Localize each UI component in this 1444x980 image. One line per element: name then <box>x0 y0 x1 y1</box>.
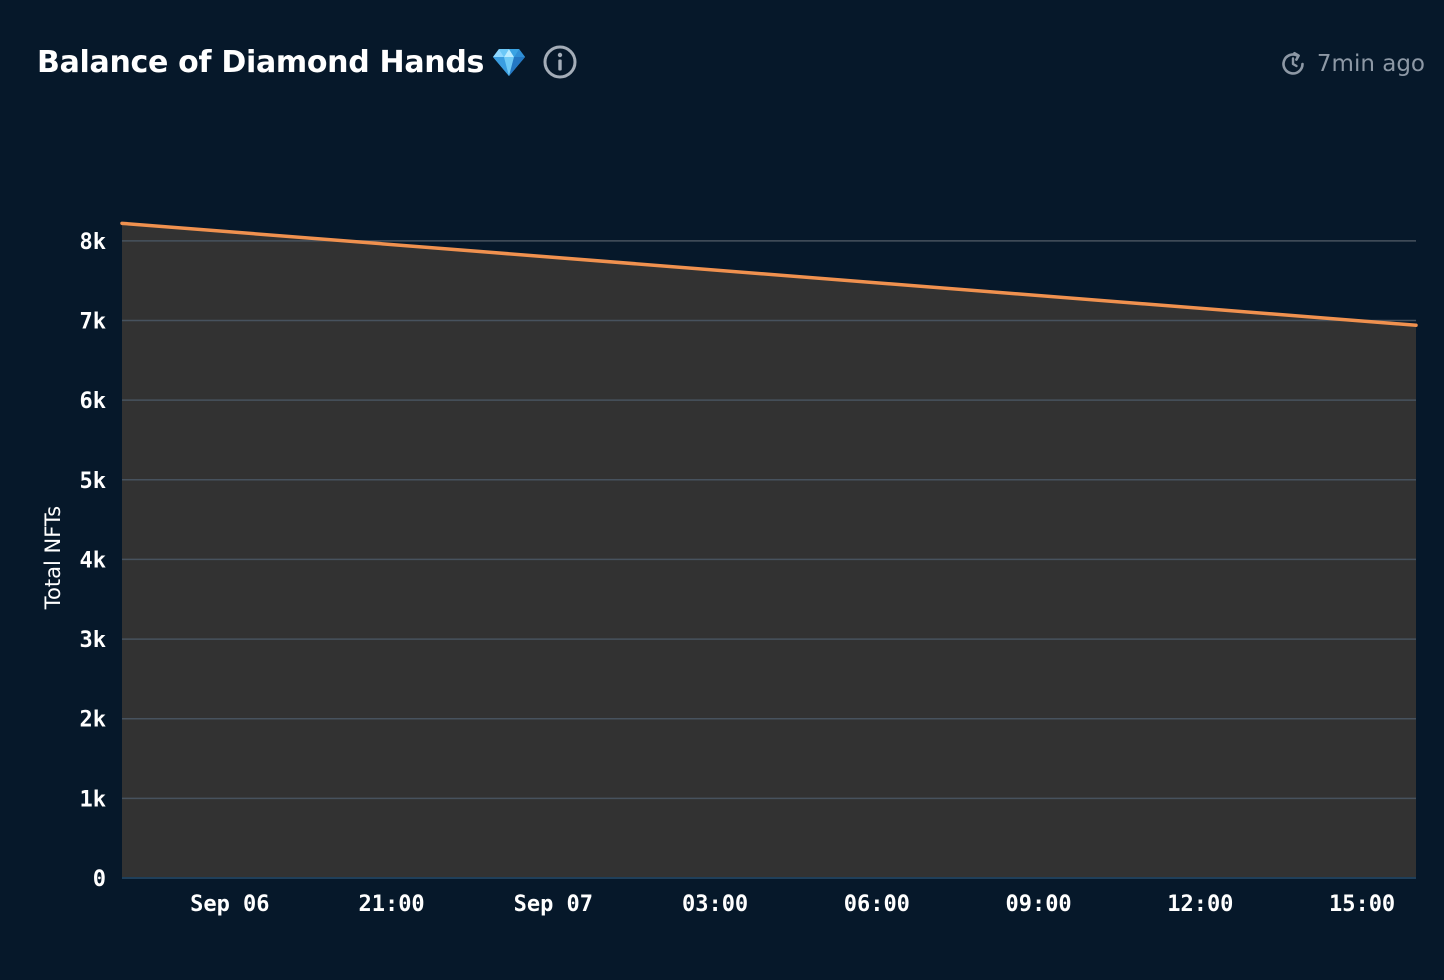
chart-title: Balance of Diamond Hands <box>37 44 485 80</box>
x-tick-label: 21:00 <box>358 892 424 917</box>
x-tick-labels: Sep 06 21:00 Sep 07 03:00 06:00 09:00 12:00 15:… <box>190 892 1395 917</box>
y-tick-label: 8k <box>80 230 107 255</box>
y-tick-label: 7k <box>80 309 107 334</box>
y-axis-label: Total NFTs <box>41 506 65 610</box>
y-tick-label: 5k <box>80 469 107 494</box>
y-tick-label: 4k <box>80 548 107 573</box>
series-line-group <box>120 221 1418 328</box>
chart-header: Balance of Diamond Hands <box>37 44 578 80</box>
x-tick-label: Sep 07 <box>514 892 593 917</box>
x-tick-label: 06:00 <box>844 892 910 917</box>
gem-icon <box>492 47 526 77</box>
info-icon[interactable] <box>542 44 578 80</box>
last-updated: 7min ago <box>1279 50 1425 78</box>
area-fill <box>122 223 1416 878</box>
x-tick-label: 12:00 <box>1167 892 1233 917</box>
y-tick-labels: 0 1k 2k 3k 4k 5k 6k 7k 8k <box>80 230 107 892</box>
last-updated-text: 7min ago <box>1316 51 1425 77</box>
x-tick-label: 15:00 <box>1329 892 1395 917</box>
x-tick-label: 09:00 <box>1005 892 1071 917</box>
y-tick-label: 1k <box>80 787 107 812</box>
y-tick-label: 0 <box>93 867 106 892</box>
series-line <box>120 221 1418 328</box>
refresh-clock-icon[interactable] <box>1279 50 1307 78</box>
y-tick-label: 2k <box>80 708 107 733</box>
y-tick-label: 3k <box>80 628 107 653</box>
x-tick-label: Sep 06 <box>190 892 269 917</box>
x-tick-label: 03:00 <box>682 892 748 917</box>
y-tick-label: 6k <box>80 389 107 414</box>
